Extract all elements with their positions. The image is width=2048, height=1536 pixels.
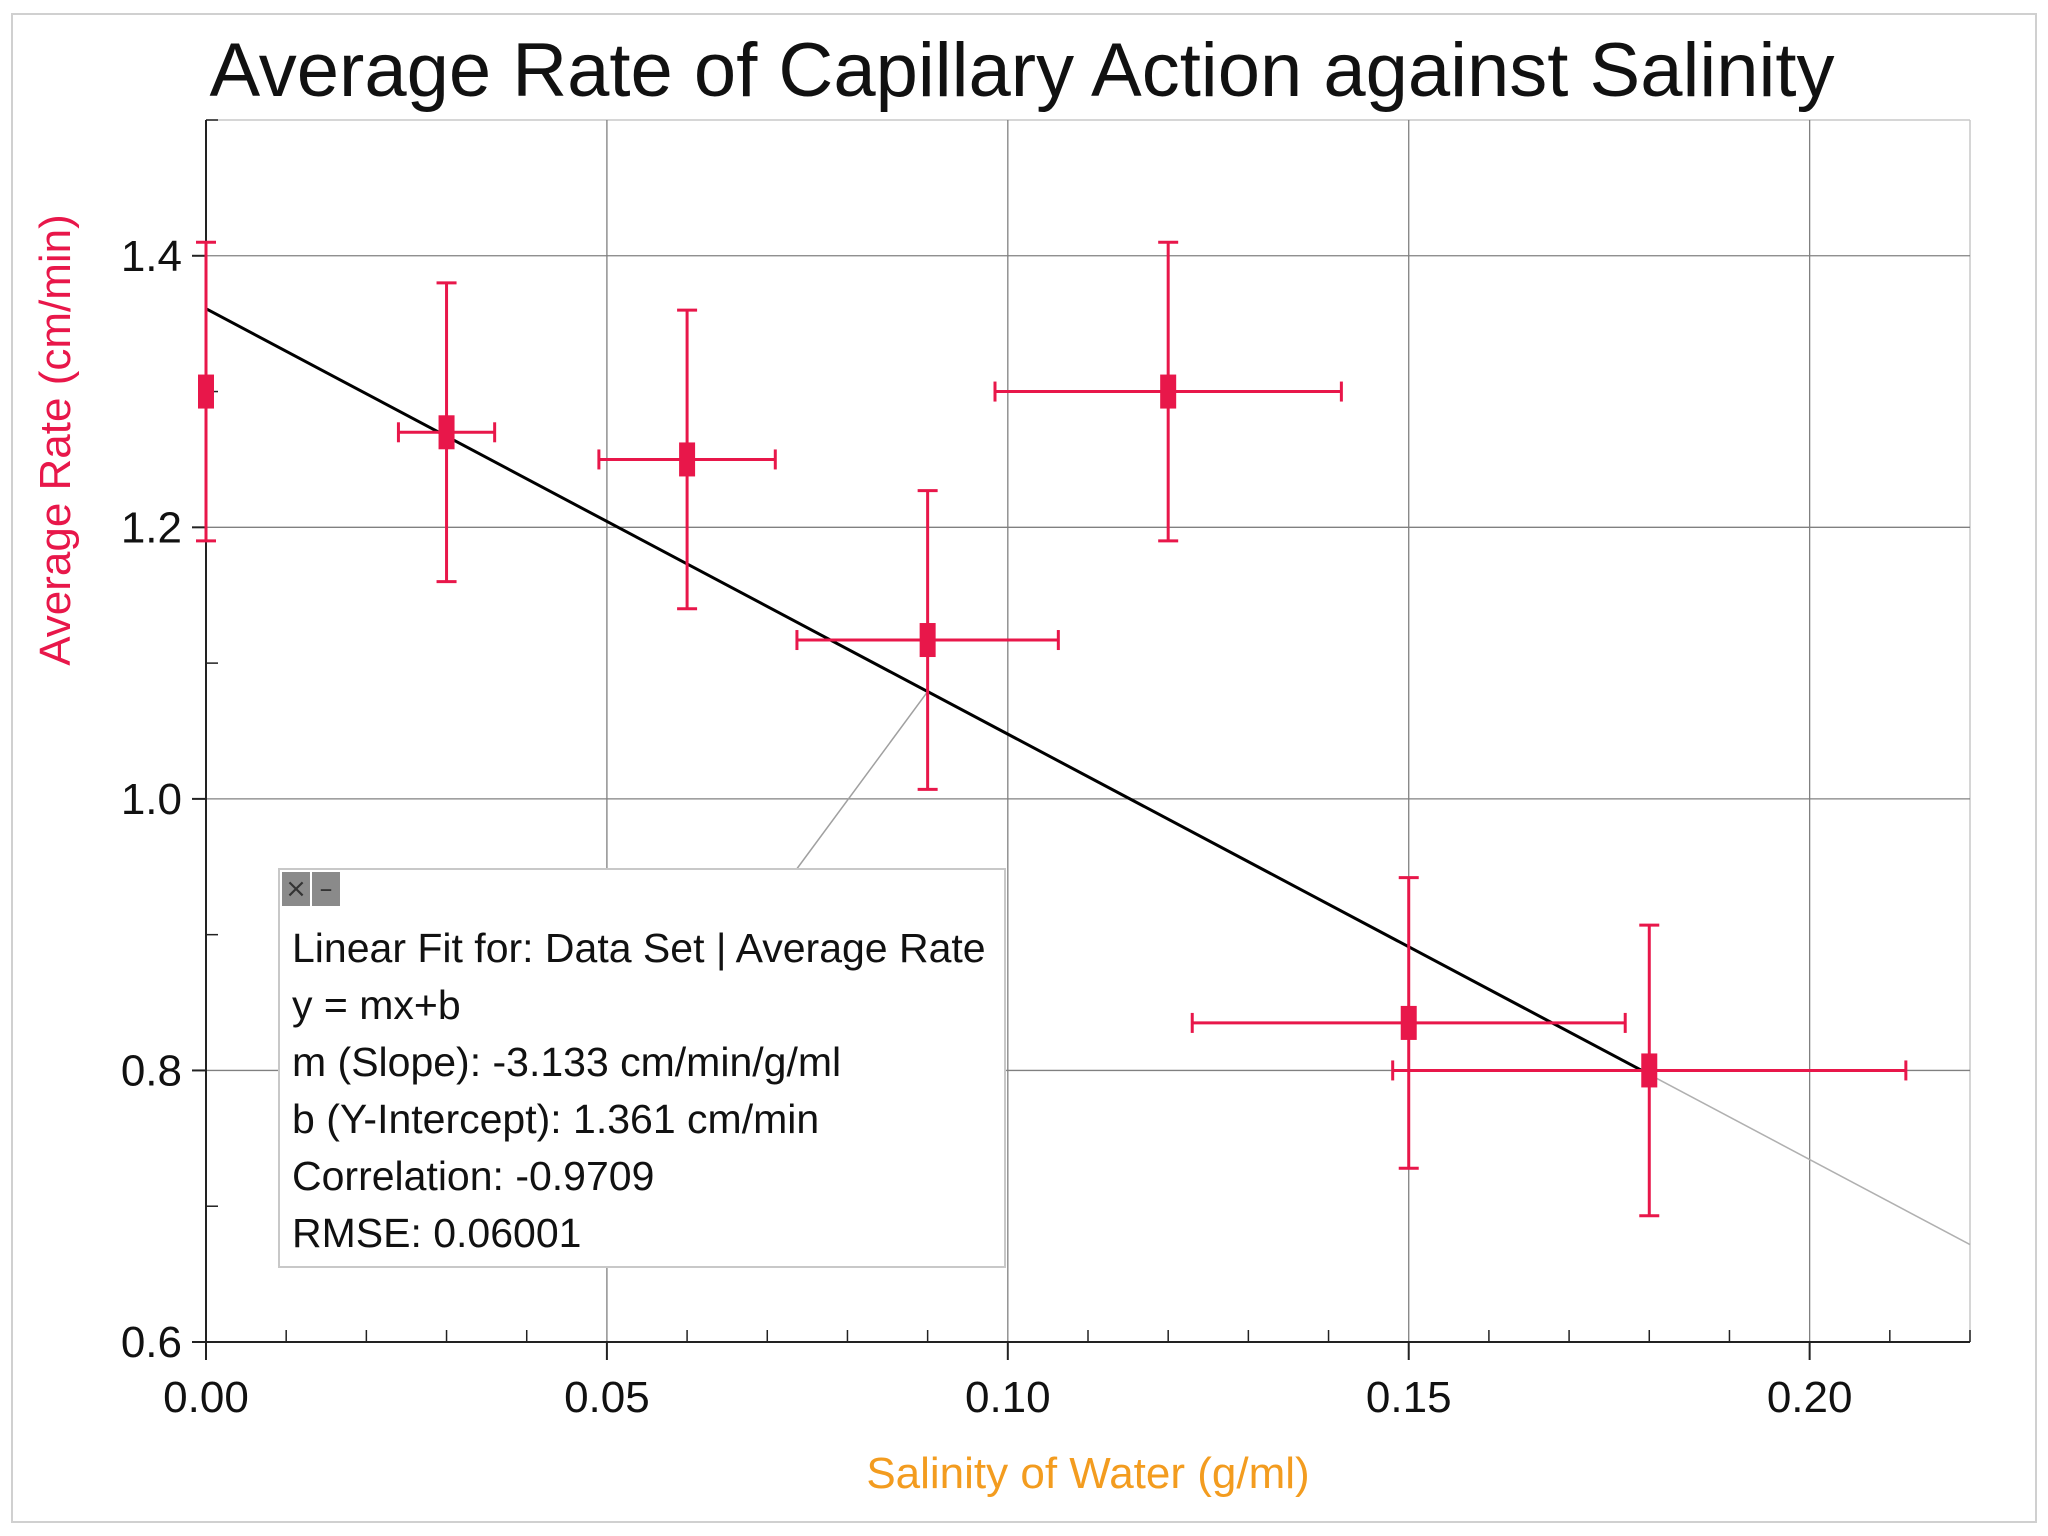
data-point xyxy=(396,281,497,584)
data-marker xyxy=(1160,374,1177,409)
fit-correlation: Correlation: -0.9709 xyxy=(292,1153,655,1199)
x-tick-label: 0.00 xyxy=(163,1373,249,1422)
y-tick-label: 1.2 xyxy=(121,503,182,552)
x-tick-label: 0.20 xyxy=(1767,1373,1853,1422)
y-tick-label: 0.8 xyxy=(121,1046,182,1095)
fit-box-text: Linear Fit for: Data Set | Average Rate … xyxy=(292,920,1002,1262)
x-tick-label: 0.10 xyxy=(965,1373,1051,1422)
y-tick-label: 1.4 xyxy=(121,232,182,281)
data-point xyxy=(1391,923,1908,1218)
data-marker xyxy=(198,374,214,409)
fit-slope: m (Slope): -3.133 cm/min/g/ml xyxy=(292,1039,842,1085)
y-axis-label: Average Rate (cm/min) xyxy=(31,214,80,666)
y-tick-label: 0.6 xyxy=(121,1318,182,1367)
minimize-icon[interactable]: – xyxy=(312,872,340,906)
y-tick-label: 1.0 xyxy=(121,775,182,824)
fit-box-controls: × – xyxy=(282,872,342,906)
linear-fit-box[interactable]: × – Linear Fit for: Data Set | Average R… xyxy=(278,868,1006,1268)
data-marker xyxy=(919,623,936,658)
fit-line-extension xyxy=(1648,1073,1971,1246)
data-point xyxy=(993,240,1343,543)
data-marker xyxy=(438,415,455,450)
outer-border xyxy=(11,13,2037,1523)
data-marker xyxy=(679,442,696,477)
data-point xyxy=(597,308,777,611)
data-marker xyxy=(1641,1053,1658,1088)
data-layer xyxy=(196,240,1908,1218)
fit-title: Linear Fit for: Data Set | Average Rate xyxy=(292,925,986,971)
fit-box-leader xyxy=(795,691,929,871)
close-icon[interactable]: × xyxy=(282,872,310,906)
x-axis-label: Salinity of Water (g/ml) xyxy=(866,1449,1309,1498)
data-point xyxy=(795,489,1060,791)
fit-intercept: b (Y-Intercept): 1.361 cm/min xyxy=(292,1096,820,1142)
x-tick-label: 0.05 xyxy=(564,1373,650,1422)
fit-equation: y = mx+b xyxy=(292,982,461,1028)
data-point xyxy=(1190,876,1627,1170)
chart-title: Average Rate of Capillary Action against… xyxy=(209,28,1834,113)
tick-labels: 0.00 0.05 0.10 0.15 0.20 0.6 0.8 1.0 1.2 1.4 xyxy=(121,232,1853,1422)
data-point xyxy=(196,240,216,543)
x-tick-label: 0.15 xyxy=(1366,1373,1452,1422)
data-marker xyxy=(1400,1005,1417,1040)
fit-rmse: RMSE: 0.06001 xyxy=(292,1210,582,1256)
